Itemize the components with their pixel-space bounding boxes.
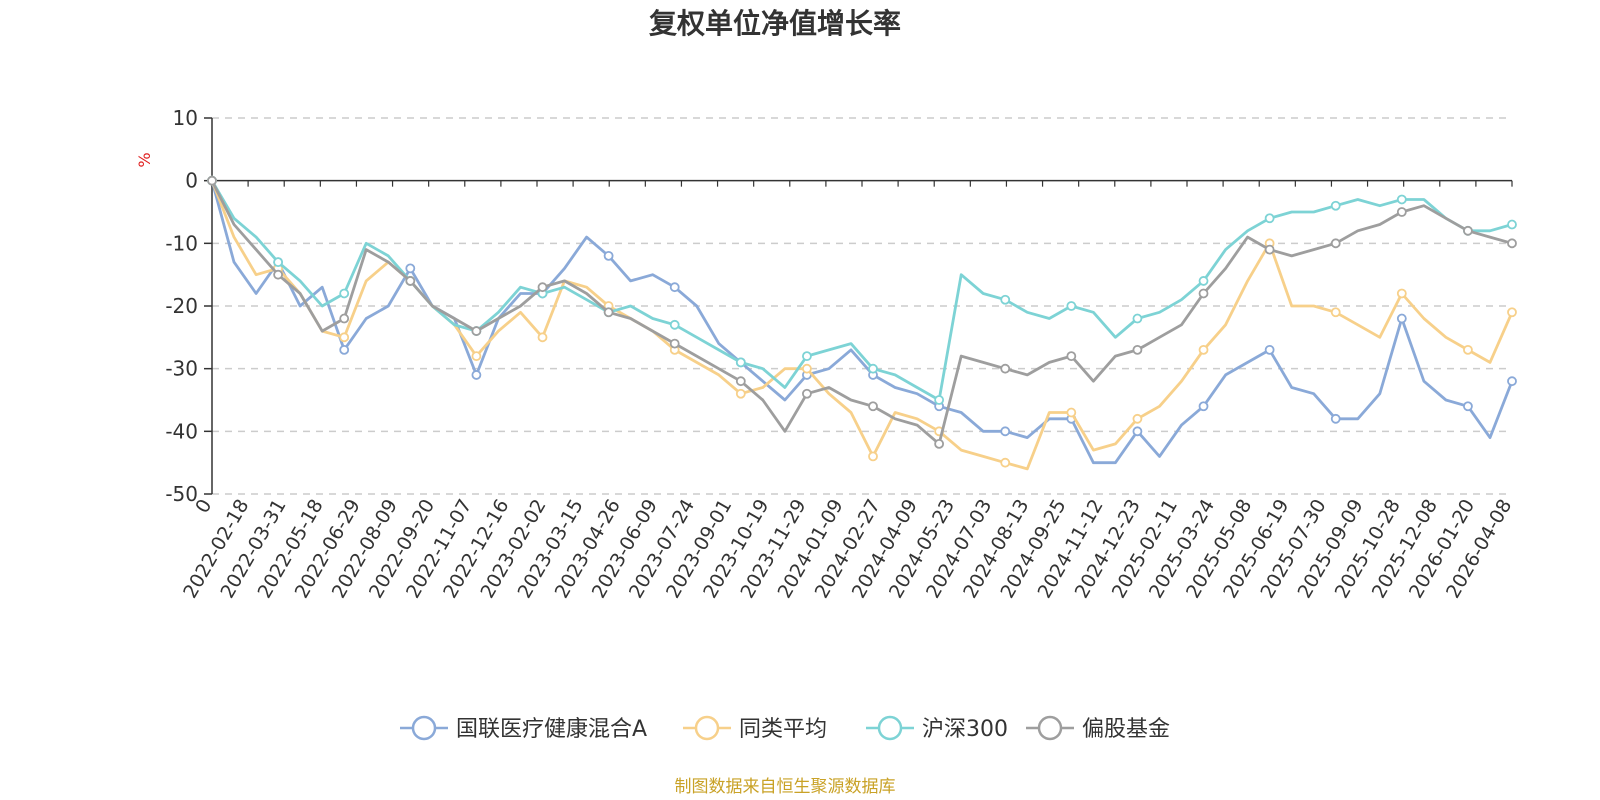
data-point (1396, 313, 1407, 324)
data-point (1507, 376, 1517, 387)
data-point (339, 344, 350, 355)
y-tick-label: -50 (165, 482, 198, 506)
data-point (207, 175, 217, 186)
series-group (207, 175, 1517, 471)
data-point (669, 319, 680, 330)
data-point (339, 313, 350, 324)
data-point (1066, 407, 1077, 418)
legend[interactable]: 国联医疗健康混合A 同类平均 沪深300 偏股基金 (400, 715, 1170, 742)
data-source: 制图数据来自恒生聚源数据库 (675, 777, 896, 797)
data-point (537, 282, 548, 293)
data-point (802, 363, 812, 374)
legend-label: 偏股基金 (1082, 717, 1170, 742)
legend-marker (411, 715, 437, 741)
data-point (405, 263, 416, 274)
data-point (1132, 413, 1143, 424)
data-point (1463, 344, 1473, 355)
data-point (1264, 344, 1275, 355)
data-point (1507, 238, 1517, 249)
data-point (1000, 294, 1011, 305)
data-point (1330, 200, 1341, 211)
data-point (471, 351, 482, 362)
y-tick-label: -40 (165, 419, 198, 443)
data-point (273, 257, 284, 268)
data-point (603, 307, 614, 318)
data-point (1507, 219, 1517, 230)
data-point (1264, 244, 1275, 255)
data-point (1000, 457, 1011, 468)
data-point (1330, 238, 1341, 249)
series-line-0 (210, 180, 1514, 465)
data-point (1198, 401, 1209, 412)
legend-marker (694, 715, 720, 741)
legend-marker (1037, 715, 1063, 741)
y-tick-label: -30 (165, 357, 198, 381)
data-point (669, 282, 680, 293)
legend-label: 沪深300 (922, 717, 1008, 742)
data-point (273, 269, 284, 280)
data-point (934, 438, 945, 449)
data-point (1066, 351, 1077, 362)
data-point (1198, 276, 1209, 286)
data-point (339, 332, 350, 343)
data-point (1396, 288, 1407, 299)
data-point (1396, 194, 1407, 205)
y-tick-label: -10 (165, 231, 198, 255)
series-line-2 (210, 179, 1513, 402)
data-point (1330, 413, 1341, 424)
y-axis-unit: % (135, 152, 154, 167)
legend-item[interactable]: 偏股基金 (1026, 715, 1170, 742)
legend-marker (877, 715, 903, 741)
data-point (471, 370, 482, 380)
data-point (1132, 344, 1143, 355)
y-tick-label: 0 (185, 169, 198, 193)
data-point (471, 326, 482, 336)
data-point (868, 401, 878, 412)
data-point (735, 376, 746, 387)
data-point (802, 351, 812, 362)
data-point (735, 388, 746, 399)
data-point (1066, 301, 1077, 311)
data-point (1396, 207, 1407, 217)
data-point (1000, 426, 1011, 437)
data-point (1463, 225, 1473, 236)
data-point (603, 250, 614, 261)
data-point (1507, 307, 1517, 318)
data-point (405, 276, 416, 286)
data-point (669, 338, 680, 349)
data-point (802, 388, 812, 399)
data-point (1198, 344, 1209, 355)
data-point (339, 288, 350, 299)
legend-label: 同类平均 (739, 717, 827, 742)
axes: 100-10-20-30-40-5002022-02-182022-03-312… (165, 106, 1516, 602)
data-point (1330, 307, 1341, 318)
chart-title: 复权单位净值增长率 (649, 7, 901, 40)
data-point (1000, 363, 1011, 374)
data-point (1264, 213, 1275, 224)
data-point (868, 451, 878, 462)
series-line-3 (210, 180, 1513, 446)
data-point (1132, 426, 1143, 437)
data-point (934, 395, 945, 405)
series-line-1 (210, 180, 1514, 471)
y-tick-label: -20 (165, 294, 198, 318)
data-point (1132, 313, 1143, 324)
legend-item[interactable]: 沪深300 (866, 715, 1008, 742)
data-point (1463, 401, 1473, 412)
data-point (1198, 288, 1209, 299)
data-point (868, 363, 878, 374)
legend-item[interactable]: 同类平均 (683, 715, 827, 742)
data-point (735, 357, 746, 368)
data-point (537, 332, 548, 343)
legend-item[interactable]: 国联医疗健康混合A (400, 715, 647, 742)
legend-label: 国联医疗健康混合A (456, 717, 647, 742)
x-tick-label: 0 (191, 496, 216, 517)
y-tick-label: 10 (173, 106, 198, 130)
